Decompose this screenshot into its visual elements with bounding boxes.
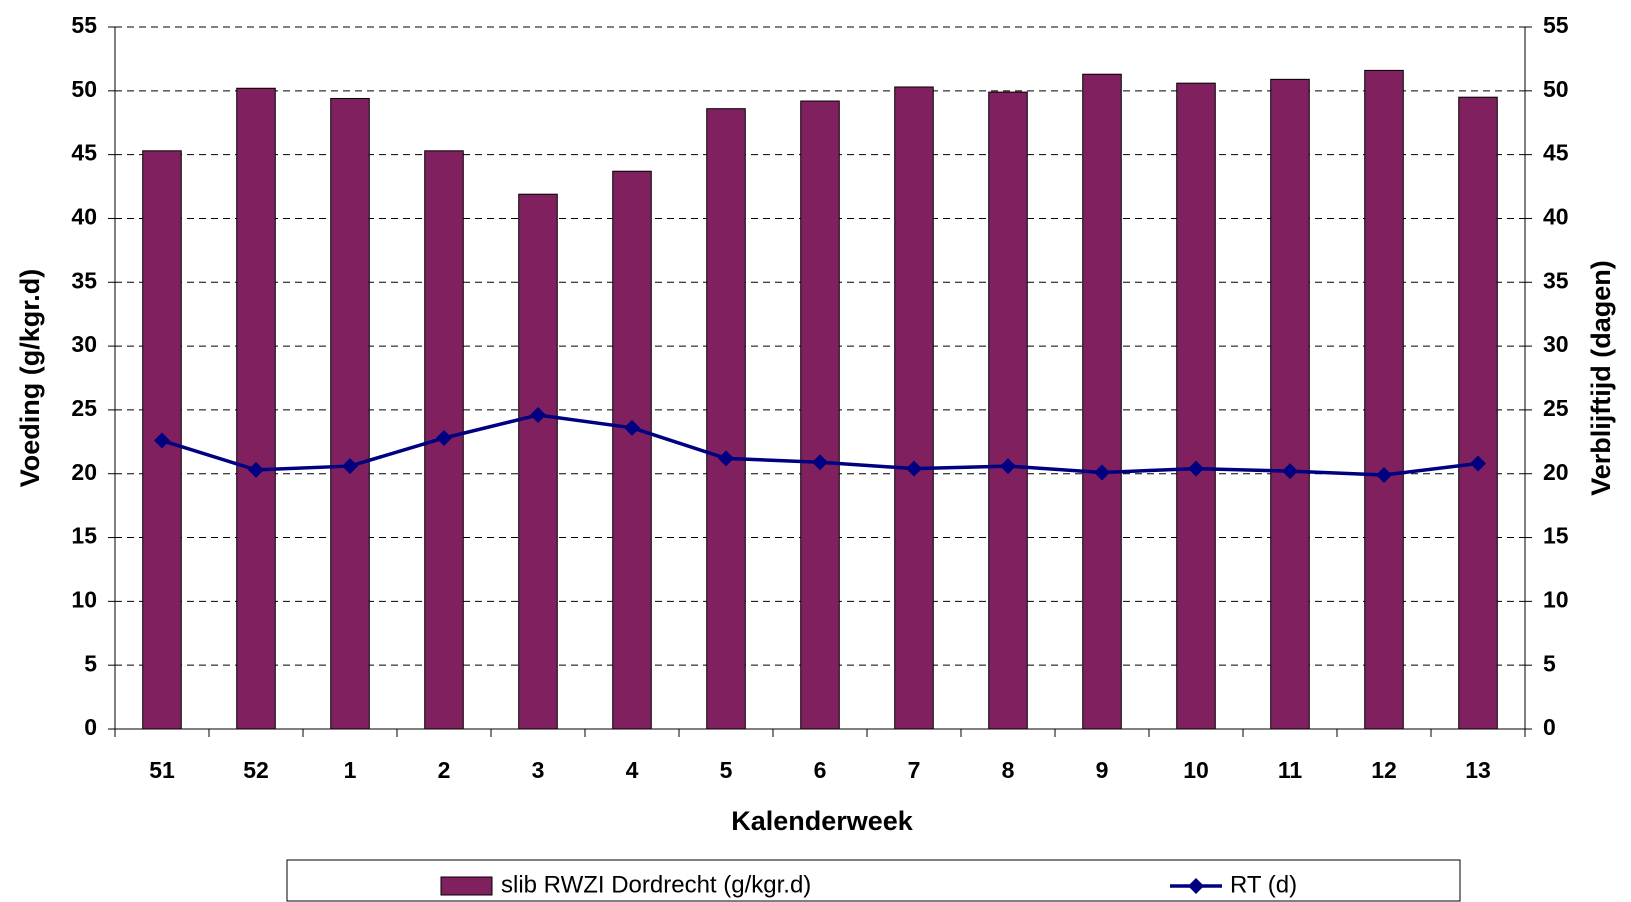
bar: [988, 91, 1028, 730]
marker: [248, 461, 264, 478]
marker: [624, 419, 640, 436]
y-tick-label: 0: [84, 714, 97, 740]
y-tick-label: 20: [71, 459, 97, 485]
y2-tick-label: 55: [1543, 12, 1569, 38]
y2-tick-label: 35: [1543, 267, 1569, 293]
marker: [154, 432, 170, 449]
y-tick-label: 5: [84, 650, 97, 676]
x-tick-label: 7: [908, 757, 921, 783]
y2-tick-label: 30: [1543, 331, 1569, 357]
x-tick-label: 5: [720, 757, 733, 783]
bar: [236, 87, 276, 730]
bar: [1176, 82, 1216, 730]
y-tick-label: 25: [71, 395, 97, 421]
y2-tick-label: 10: [1543, 586, 1569, 612]
marker: [1470, 455, 1486, 472]
bar: [330, 97, 370, 730]
legend-swatch: [440, 876, 493, 896]
y-tick-label: 15: [71, 523, 97, 549]
x-tick-label: 13: [1465, 757, 1491, 783]
x-tick-label: 8: [1002, 757, 1015, 783]
marker: [342, 458, 358, 475]
y2-axis-title: Verblijftijd (dagen): [1586, 260, 1616, 496]
y2-tick-label: 5: [1543, 650, 1556, 676]
bar: [518, 193, 558, 730]
marker: [906, 460, 922, 477]
y2-tick-label: 40: [1543, 204, 1569, 230]
bar: [1458, 96, 1498, 730]
x-tick-label: 11: [1278, 757, 1303, 783]
y2-tick-label: 0: [1543, 714, 1556, 740]
bar: [1364, 69, 1404, 730]
y2-tick-label: 15: [1543, 523, 1569, 549]
y-tick-label: 55: [71, 12, 97, 38]
marker: [530, 407, 546, 424]
legend-label: RT (d): [1230, 871, 1297, 898]
marker: [1282, 463, 1298, 480]
y2-tick-label: 50: [1543, 76, 1569, 102]
y-tick-label: 10: [71, 586, 97, 612]
marker: [812, 454, 828, 471]
bar: [612, 170, 652, 730]
x-tick-label: 1: [344, 757, 357, 783]
legend-marker: [1188, 878, 1204, 894]
marker: [718, 450, 734, 467]
x-tick-label: 52: [243, 757, 269, 783]
x-tick-label: 51: [149, 757, 175, 783]
y-tick-label: 45: [71, 140, 97, 166]
x-tick-label: 12: [1371, 757, 1397, 783]
y-tick-label: 50: [71, 76, 97, 102]
bar: [800, 100, 840, 730]
y-tick-label: 40: [71, 204, 97, 230]
x-tick-label: 4: [626, 757, 639, 783]
x-tick-label: 10: [1183, 757, 1209, 783]
bar: [1082, 73, 1122, 730]
marker: [1094, 464, 1110, 481]
legend-label: slib RWZI Dordrecht (g/kgr.d): [501, 871, 811, 898]
x-tick-label: 9: [1096, 757, 1109, 783]
bar: [706, 108, 746, 730]
y-axis-title: Voeding (g/kgr.d): [15, 269, 45, 488]
y-tick-label: 35: [71, 267, 97, 293]
y-tick-label: 30: [71, 331, 97, 357]
x-axis-title: Kalenderweek: [731, 806, 914, 836]
marker: [1376, 467, 1392, 484]
bar: [894, 86, 934, 730]
marker: [1188, 460, 1204, 477]
x-tick-label: 3: [532, 757, 545, 783]
y2-tick-label: 25: [1543, 395, 1569, 421]
marker: [436, 429, 452, 446]
x-tick-label: 2: [438, 757, 451, 783]
bar: [1270, 78, 1310, 730]
y2-tick-label: 20: [1543, 459, 1569, 485]
x-tick-label: 6: [814, 757, 827, 783]
y2-tick-label: 45: [1543, 140, 1569, 166]
marker: [1000, 458, 1016, 475]
